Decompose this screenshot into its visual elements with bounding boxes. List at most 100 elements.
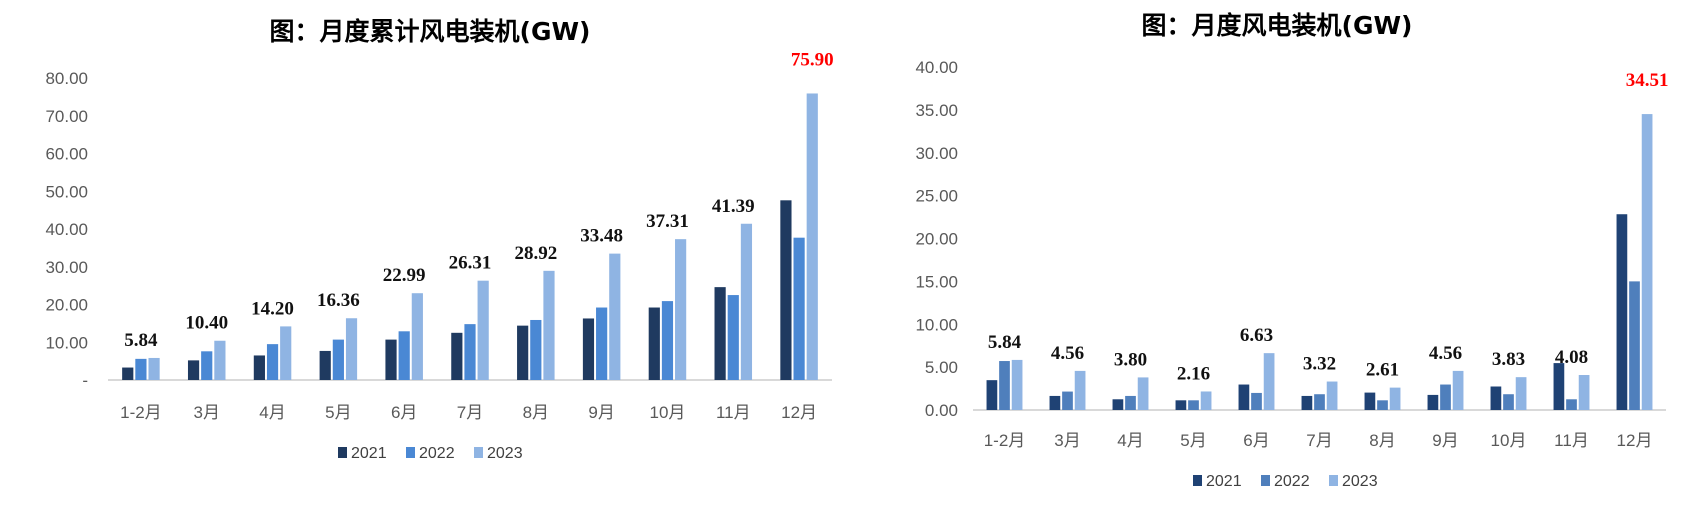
bar-2023 xyxy=(1452,370,1464,410)
bar-2022 xyxy=(1440,384,1451,410)
bar-2022 xyxy=(1314,394,1325,410)
legend-swatch-2023 xyxy=(474,447,483,458)
bar-2023 xyxy=(1578,375,1590,410)
data-label: 6.63 xyxy=(1240,325,1273,346)
data-label: 4.56 xyxy=(1051,343,1084,364)
bar-2022 xyxy=(201,351,213,380)
bar-2021 xyxy=(122,367,134,380)
x-tick-label: 9月 xyxy=(588,403,614,422)
y-tick-label: 15.00 xyxy=(915,272,958,291)
data-label: 10.40 xyxy=(185,313,228,334)
bar-2021 xyxy=(1427,394,1439,410)
x-tick-label: 7月 xyxy=(1306,431,1332,450)
y-tick-label: - xyxy=(82,371,88,390)
bar-2022 xyxy=(661,301,674,380)
bar-2023 xyxy=(1515,377,1527,410)
x-tick-label: 10月 xyxy=(649,403,685,422)
bar-2021 xyxy=(385,339,397,380)
data-label: 28.92 xyxy=(514,243,557,264)
x-tick-label: 11月 xyxy=(716,403,751,422)
bar-2023 xyxy=(740,223,753,380)
x-tick-label: 1-2月 xyxy=(120,403,162,422)
y-tick-label: 35.00 xyxy=(915,101,958,120)
y-tick-label: 30.00 xyxy=(45,258,88,277)
bar-2023 xyxy=(1137,377,1149,410)
y-tick-label: 25.00 xyxy=(915,187,958,206)
bar-2021 xyxy=(1049,395,1061,410)
bar-2022 xyxy=(1377,400,1388,410)
data-label: 2.61 xyxy=(1366,360,1399,381)
chart-2: 图：月度风电装机(GW) 0.00 5.00 10.00 15.00 20.00 25.00… xyxy=(915,11,1668,490)
x-tick-label: 8月 xyxy=(1369,431,1395,450)
data-label: 22.99 xyxy=(383,265,426,286)
legend-label: 2021 xyxy=(1206,473,1242,490)
bar-2023 xyxy=(806,93,818,380)
bar-2022 xyxy=(1503,394,1514,410)
chart-title: 图：月度风电装机(GW) xyxy=(1142,11,1413,40)
x-tick-label: 12月 xyxy=(1617,431,1653,450)
bar-2022 xyxy=(530,319,542,380)
data-label: 41.39 xyxy=(712,196,755,217)
bar-2022 xyxy=(1062,391,1073,410)
y-tick-label: 60.00 xyxy=(45,145,88,164)
chart-title: 图：月度累计风电装机(GW) xyxy=(270,17,591,46)
legend-label: 2023 xyxy=(1342,473,1378,490)
y-tick-label: 20.00 xyxy=(915,230,958,249)
y-tick-label: 40.00 xyxy=(915,58,958,77)
bar-2022 xyxy=(999,361,1010,410)
x-tick-label: 4月 xyxy=(259,403,285,422)
bar-2021 xyxy=(253,355,265,380)
data-label: 33.48 xyxy=(580,226,623,247)
x-tick-label: 6月 xyxy=(391,403,417,422)
legend-swatch-2022 xyxy=(406,447,415,458)
bar-2022 xyxy=(727,295,739,380)
bar-2023 xyxy=(477,280,489,380)
bar-2022 xyxy=(464,324,476,380)
bar-2021 xyxy=(1238,384,1250,410)
bar-2023 xyxy=(1011,359,1023,410)
bar-2022 xyxy=(1125,395,1136,410)
data-label: 3.80 xyxy=(1114,349,1147,370)
data-label: 26.31 xyxy=(449,253,492,274)
bar-2021 xyxy=(1175,400,1187,410)
bar-2023 xyxy=(280,326,292,380)
bar-2021 xyxy=(1616,214,1628,410)
bar-2023 xyxy=(214,340,226,380)
legend-label: 2022 xyxy=(1274,473,1310,490)
bar-2021 xyxy=(714,287,726,380)
chart-1: 图：月度累计风电装机(GW) - 10.00 20.00 30.00 40.00 50.00… xyxy=(45,17,833,462)
data-label: 16.36 xyxy=(317,290,360,311)
data-label: 3.83 xyxy=(1492,349,1525,370)
y-tick-label: 10.00 xyxy=(45,333,88,352)
bar-2023 xyxy=(1074,370,1086,410)
bar-2021 xyxy=(1364,392,1376,410)
x-tick-label: 5月 xyxy=(1180,431,1206,450)
y-tick-label: 0.00 xyxy=(925,401,958,420)
y-tick-label: 80.00 xyxy=(45,69,88,88)
bar-2023 xyxy=(675,239,687,380)
bar-2021 xyxy=(319,350,331,380)
bar-2022 xyxy=(1188,400,1199,410)
bar-2022 xyxy=(596,307,608,380)
legend-swatch-2021 xyxy=(338,447,347,458)
bar-2023 xyxy=(1389,387,1401,410)
bar-2021 xyxy=(1490,386,1502,410)
data-label: 75.90 xyxy=(791,49,834,70)
data-label: 4.08 xyxy=(1555,347,1588,368)
bar-2023 xyxy=(345,318,358,380)
data-label: 14.20 xyxy=(251,298,294,319)
bar-2022 xyxy=(398,331,410,380)
x-tick-label: 11月 xyxy=(1554,431,1589,450)
data-label: 4.56 xyxy=(1429,343,1462,364)
bar-2023 xyxy=(609,253,621,380)
bar-2023 xyxy=(411,293,423,380)
y-tick-label: 20.00 xyxy=(45,296,88,315)
legend-label: 2021 xyxy=(351,445,387,462)
bar-2023 xyxy=(1200,391,1212,410)
data-label: 5.84 xyxy=(124,330,158,351)
bar-2021 xyxy=(1553,363,1565,410)
bar-2023 xyxy=(1263,353,1275,410)
y-tick-label: 30.00 xyxy=(915,144,958,163)
data-label: 5.84 xyxy=(988,332,1022,353)
